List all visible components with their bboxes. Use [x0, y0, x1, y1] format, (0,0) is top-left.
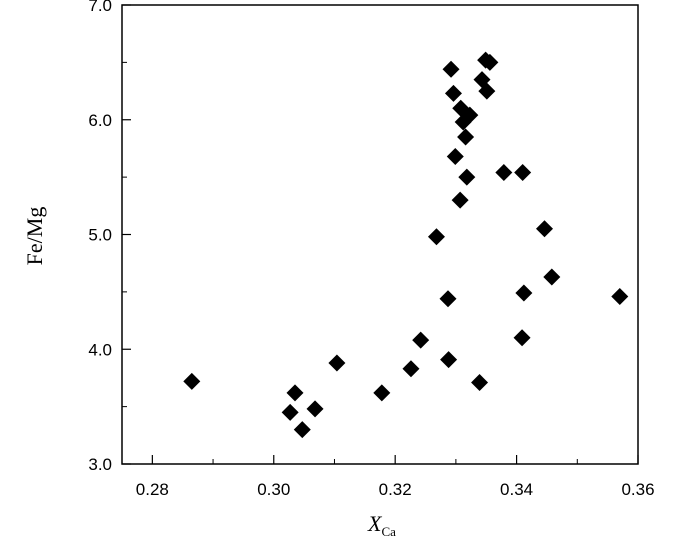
data-point — [536, 220, 554, 238]
data-point — [478, 82, 496, 100]
x-axis-label-subscript: Ca — [382, 524, 397, 539]
data-point — [306, 400, 324, 418]
data-point — [513, 329, 531, 347]
x-tick-label: 0.30 — [257, 480, 290, 499]
y-tick-label: 7.0 — [88, 0, 112, 15]
data-point — [611, 287, 629, 305]
data-point — [446, 147, 464, 165]
y-tick-label: 3.0 — [88, 455, 112, 474]
x-tick-label: 0.32 — [379, 480, 412, 499]
x-tick-label: 0.28 — [136, 480, 169, 499]
data-point — [286, 384, 304, 402]
x-axis-label: XCa — [367, 511, 396, 539]
data-point — [451, 191, 469, 209]
data-point — [458, 168, 476, 186]
data-point — [461, 106, 479, 124]
y-tick-label: 4.0 — [88, 340, 112, 359]
data-point — [427, 228, 445, 246]
data-point — [440, 351, 458, 369]
y-tick-label: 6.0 — [88, 111, 112, 130]
data-point — [373, 384, 391, 402]
x-axis-label-main: X — [367, 511, 383, 536]
data-point — [183, 372, 201, 390]
data-point — [457, 128, 475, 146]
data-point — [444, 84, 462, 102]
data-point — [481, 53, 499, 71]
data-point — [293, 421, 311, 439]
y-axis-label: Fe/Mg — [22, 207, 47, 266]
data-point — [471, 374, 489, 392]
data-point — [514, 164, 532, 182]
data-point — [412, 331, 430, 349]
x-tick-label: 0.36 — [621, 480, 654, 499]
data-point — [515, 284, 533, 302]
data-point — [442, 60, 460, 78]
data-point — [281, 403, 299, 421]
y-tick-label: 5.0 — [88, 226, 112, 245]
x-tick-label: 0.34 — [500, 480, 533, 499]
data-point — [495, 164, 513, 182]
data-point — [543, 268, 561, 286]
data-point — [439, 290, 457, 308]
data-point — [402, 360, 420, 378]
data-point — [328, 354, 346, 372]
